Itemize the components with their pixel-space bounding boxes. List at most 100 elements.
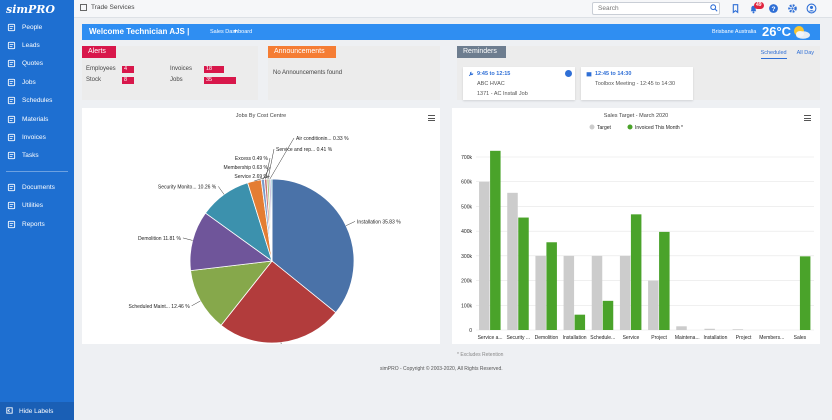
y-tick-label: 500k — [461, 204, 472, 210]
y-tick-label: 300k — [461, 254, 472, 260]
pie-slice-label: Scheduled Maint... 12.46 % — [129, 304, 191, 310]
legend-marker — [627, 124, 633, 130]
pie-slice[interactable] — [270, 178, 273, 262]
tab-all-day[interactable]: All Day — [796, 50, 814, 56]
alert-value-jobs[interactable]: 35 — [204, 77, 236, 84]
announcements-title: Announcements — [268, 46, 336, 58]
welcome-title: Welcome Technician AJS | — [89, 27, 190, 36]
sidebar-item-schedules[interactable]: Schedules — [0, 92, 74, 110]
legend-label[interactable]: Target — [597, 125, 612, 131]
pie-label-connector — [262, 166, 271, 180]
reminders-card: Reminders Scheduled All Day 9:45 to 12:1… — [457, 46, 820, 100]
bar[interactable] — [676, 326, 687, 330]
x-tick-label: Security ... — [506, 335, 530, 341]
chart-menu-icon[interactable] — [428, 115, 435, 123]
sidebar-item-documents[interactable]: Documents — [0, 178, 74, 196]
bar[interactable] — [546, 242, 557, 330]
pie-slice-label: Service and rep... 0.41 % — [276, 147, 333, 153]
hide-labels-button[interactable]: Hide Labels — [0, 402, 74, 420]
sidebar-item-utilities[interactable]: Utilities — [0, 197, 74, 215]
sidebar-item-people[interactable]: People — [0, 18, 74, 36]
alert-value-stock[interactable]: 8 — [122, 77, 134, 84]
bar[interactable] — [648, 280, 659, 330]
chart-menu-icon[interactable] — [804, 115, 811, 123]
sidebar-item-label: Documents — [22, 183, 55, 191]
bar[interactable] — [591, 255, 603, 330]
y-tick-label: 100k — [461, 303, 472, 309]
help-icon[interactable]: ? — [768, 3, 779, 14]
gear-icon[interactable] — [787, 3, 798, 14]
app-logo[interactable]: simPRO — [6, 3, 56, 16]
x-tick-label: Members... — [759, 335, 784, 341]
tab-scheduled[interactable]: Scheduled — [760, 50, 787, 59]
x-tick-label: Sales — [794, 335, 807, 341]
bar-chart-title: Sales Target - March 2020 — [603, 113, 669, 119]
sidebar-item-label: Materials — [22, 115, 49, 123]
alert-value-invoices[interactable]: 18 — [204, 66, 224, 73]
sidebar-item-quotes[interactable]: Quotes — [0, 55, 74, 73]
pie-slice-label: Membership 0.63 % — [224, 165, 269, 171]
utilities-icon — [5, 201, 17, 211]
sidebar-item-materials[interactable]: Materials — [0, 110, 74, 128]
nav-primary: People Leads Quotes Jobs Schedules Materials I… — [0, 18, 74, 165]
reports-icon — [5, 219, 17, 229]
search-icon[interactable] — [710, 4, 718, 14]
bar[interactable] — [799, 256, 811, 330]
reminder-time: 9:45 to 12:15 — [477, 71, 511, 77]
breadcrumb[interactable]: Trade Services — [80, 4, 134, 11]
user-icon[interactable] — [806, 3, 817, 14]
legend-label[interactable]: Invoiced This Month * — [635, 125, 683, 131]
x-tick-label: Demolition — [535, 335, 559, 341]
pie-label-connector — [267, 148, 275, 180]
pie-chart-panel: Jobs By Cost Centre Installation 35.83 %… — [82, 108, 440, 344]
bar[interactable] — [659, 231, 670, 330]
bar[interactable] — [732, 329, 744, 330]
alert-label-employees: Employees — [86, 66, 116, 72]
pie-slice-label: Air conditionin... 0.33 % — [296, 136, 349, 142]
bar[interactable] — [518, 217, 529, 330]
tasks-icon — [5, 151, 17, 161]
bar[interactable] — [563, 255, 575, 330]
sidebar-item-label: Tasks — [22, 152, 39, 160]
invoice-icon — [5, 133, 17, 143]
chevron-down-icon[interactable]: ▾ — [234, 29, 238, 35]
sidebar-item-label: Schedules — [22, 97, 53, 105]
materials-icon — [5, 114, 17, 124]
sidebar-item-leads[interactable]: Leads — [0, 36, 74, 54]
bar[interactable] — [535, 255, 546, 330]
bar[interactable] — [574, 314, 586, 330]
bar[interactable] — [704, 328, 715, 330]
reminder-item[interactable]: 9:45 to 12:15 ABC HVAC 1371 - AC Install… — [463, 67, 575, 100]
leads-icon — [5, 41, 17, 51]
bar[interactable] — [630, 214, 642, 330]
reminder-time: 12:45 to 14:30 — [595, 71, 632, 77]
pie-label-connector — [345, 221, 356, 226]
pie-slice[interactable] — [189, 212, 274, 272]
weather-city: Brisbane Australia — [712, 29, 757, 35]
bookmark-icon[interactable] — [730, 3, 741, 14]
pie-label-connector — [218, 186, 225, 195]
pie-slice[interactable] — [220, 260, 337, 344]
pie-slice[interactable] — [271, 178, 355, 314]
sidebar-item-label: Leads — [22, 42, 40, 50]
pie-slice[interactable] — [190, 260, 273, 326]
sidebar-item-tasks[interactable]: Tasks — [0, 147, 74, 165]
sidebar-item-label: Quotes — [22, 60, 43, 68]
calendar-icon — [586, 71, 592, 79]
reminder-item[interactable]: 12:45 to 14:30 Toolbox Meeting - 12:45 t… — [581, 67, 693, 100]
bar[interactable] — [479, 181, 490, 330]
sidebar-item-reports[interactable]: Reports — [0, 215, 74, 233]
bar[interactable] — [507, 192, 518, 330]
sidebar-item-jobs[interactable]: Jobs — [0, 73, 74, 91]
search-input[interactable] — [592, 2, 720, 15]
sidebar: simPRO People Leads Quotes Jobs Schedules Mat… — [0, 0, 74, 420]
company-icon — [80, 4, 87, 11]
alert-value-employees[interactable]: 4 — [122, 66, 134, 73]
bar[interactable] — [602, 300, 614, 330]
sidebar-item-invoices[interactable]: Invoices — [0, 128, 74, 146]
bar[interactable] — [490, 150, 501, 330]
x-tick-label: Schedule... — [590, 335, 615, 341]
bar[interactable] — [619, 255, 631, 330]
hide-labels-label: Hide Labels — [19, 407, 54, 415]
dashboard-select[interactable]: Sales Dashboard — [210, 29, 253, 35]
